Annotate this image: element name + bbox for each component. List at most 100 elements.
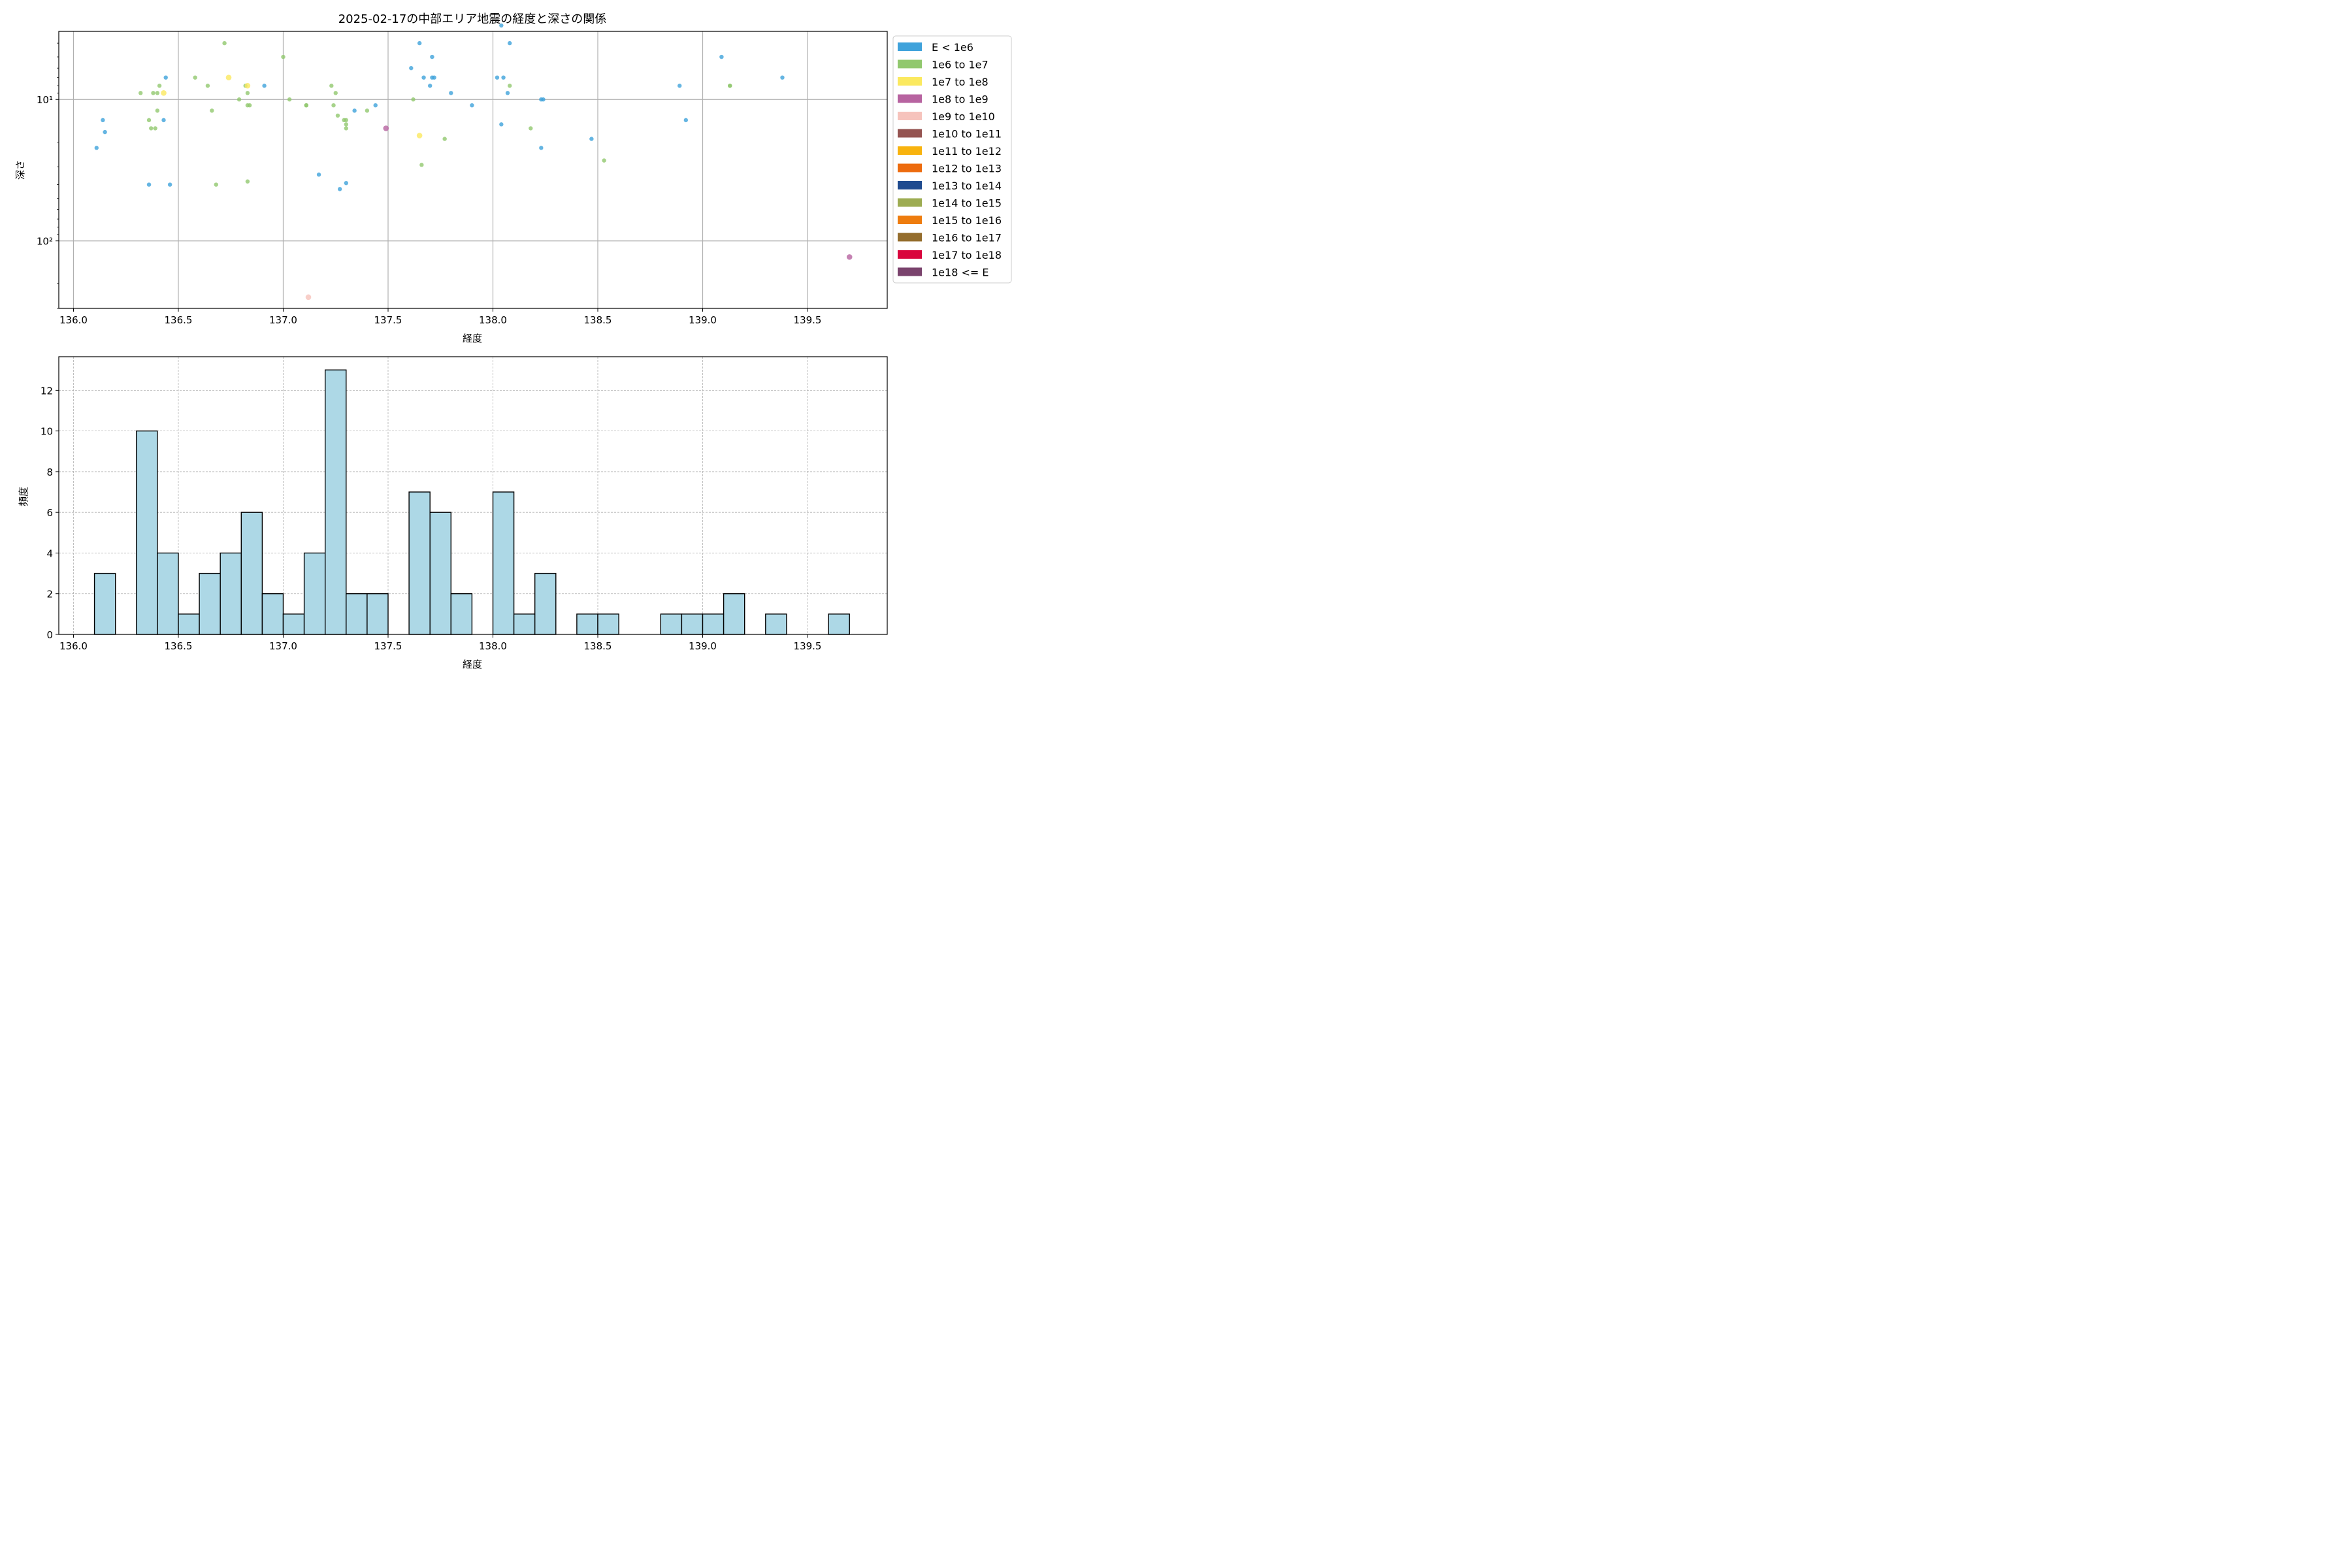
scatter-point [138,91,143,95]
scatter-x-tick-label: 139.5 [794,314,822,326]
histogram-y-tick-label: 4 [46,547,53,559]
scatter-point [677,84,682,88]
scatter-point [846,254,853,260]
scatter-point [167,182,172,187]
scatter-point [719,54,724,59]
histogram-bar [828,613,850,635]
scatter-point [157,84,162,88]
histogram-x-ticks: 136.0 136.5 137.0 137.5 138.0 138.5 139.0 139.5 [59,634,821,652]
histogram-y-axis-label: 頻度 [18,487,29,506]
histogram-bar [513,613,536,635]
legend-swatch [898,216,922,224]
scatter-point [146,182,152,187]
histogram-bar [220,552,242,635]
scatter-point [161,90,167,96]
scatter-point [222,41,227,46]
legend-label: 1e7 to 1e8 [932,76,988,88]
scatter-point [287,97,292,102]
scatter-points [94,23,853,301]
scatter-point [214,182,218,187]
scatter-point [247,103,252,108]
histogram-plot-frame [58,356,888,635]
histogram-x-tick-label: 138.5 [584,640,612,652]
histogram-bar [93,572,116,635]
histogram-x-axis-label: 経度 [463,659,482,670]
histogram-bar [765,613,787,635]
scatter-point [495,75,500,80]
histogram-x-tick-label: 136.5 [165,640,193,652]
legend-swatch [898,163,922,172]
scatter-point [427,84,433,88]
legend-label: 1e6 to 1e7 [932,59,988,71]
scatter-point [780,75,785,80]
scatter-point [602,158,606,163]
legend-swatch [898,77,922,86]
histogram-y-tick-label: 10 [41,426,53,438]
scatter-point [262,84,267,88]
scatter-point [529,126,533,131]
scatter-point [430,54,434,59]
scatter-point [155,91,160,95]
scatter-point [237,97,242,102]
scatter-point [416,133,423,139]
histogram-x-tick-label: 137.5 [374,640,402,652]
legend-swatch [898,250,922,259]
scatter-point [539,146,544,150]
legend-label: E < 1e6 [932,41,973,54]
histogram-x-tick-label: 137.0 [269,640,297,652]
scatter-point [589,137,594,141]
scatter-point [411,97,416,102]
scatter-plot-frame [58,31,888,309]
legend-label: 1e17 to 1e18 [932,249,1002,261]
histogram-x-tick-label: 139.5 [794,640,822,652]
scatter-point [470,103,474,108]
legend-swatch [898,42,922,51]
histogram-bar [324,369,347,635]
histogram-bar [681,613,704,635]
histogram-bar [157,552,179,635]
histogram-bar [178,613,200,635]
scatter-point [94,146,99,150]
scatter-point [507,41,512,46]
scatter-point [417,41,422,46]
scatter-point [373,103,378,108]
scatter-point [352,108,357,113]
histogram-bar [450,593,473,635]
histogram-y-tick-label: 0 [46,629,53,641]
scatter-point [419,163,424,167]
scatter-title: 2025-02-17の中部エリア地震の経度と深さの関係 [338,12,607,26]
legend-swatch [898,112,922,120]
scatter-point [193,75,197,80]
scatter-x-tick-label: 136.5 [165,314,193,326]
scatter-legend: E < 1e6 1e6 to 1e7 1e7 to 1e8 1e8 to 1e9 1e9… [892,35,1012,284]
scatter-x-tick-label: 137.5 [374,314,402,326]
scatter-point [333,91,338,95]
scatter-point [365,108,370,113]
scatter-x-tick-label: 138.5 [584,314,612,326]
legend-label: 1e12 to 1e13 [932,163,1002,175]
histogram-bar [282,613,305,635]
histogram-bar [429,512,451,635]
scatter-x-tick-label: 138.0 [479,314,507,326]
legend-label: 1e14 to 1e15 [932,197,1002,210]
scatter-point [344,180,348,186]
scatter-point [304,103,308,108]
scatter-point [245,91,250,95]
histogram-bar [240,512,263,635]
scatter-point [541,97,546,102]
histogram-y-tick-label: 2 [46,589,53,600]
scatter-point [146,118,152,123]
scatter-point [505,91,510,95]
legend-swatch [898,233,922,242]
scatter-point [507,84,512,88]
scatter-point [210,108,214,113]
legend-swatch [898,181,922,189]
histogram-bar [346,593,368,635]
legend-swatch [898,267,922,276]
scatter-point [683,118,689,123]
scatter-point [305,294,312,301]
scatter-x-tick-label: 139.0 [689,314,717,326]
scatter-point [449,91,453,95]
histogram-bar [702,613,725,635]
scatter-y-tick-label: 10² [37,236,53,248]
